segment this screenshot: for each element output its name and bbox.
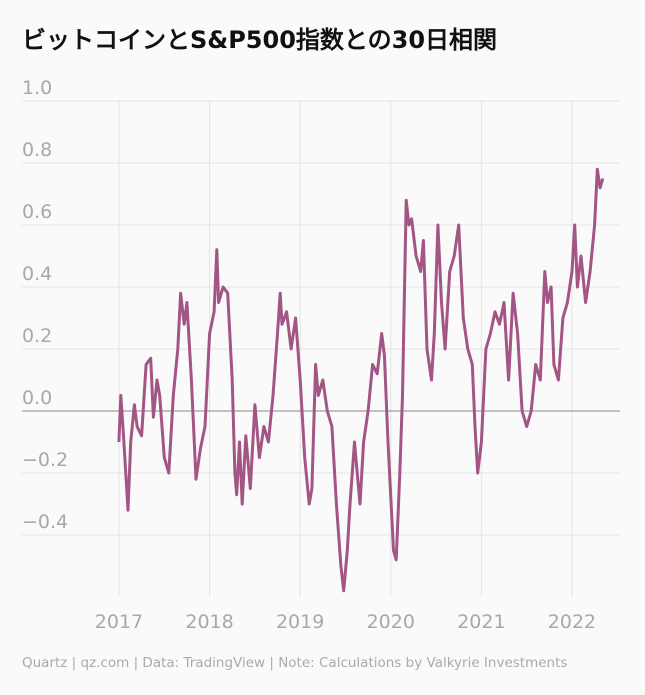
- y-tick-label: 0.8: [22, 139, 52, 161]
- chart-title: ビットコインとS&P500指数との30日相関: [22, 26, 497, 54]
- y-tick-label: 0.2: [22, 325, 52, 347]
- y-tick-label: 0.4: [22, 263, 52, 285]
- data-line: [117, 167, 605, 593]
- x-tick-label: 2022: [548, 611, 596, 633]
- y-tick-label: 0.6: [22, 201, 52, 223]
- source-note: Quartz | qz.com | Data: TradingView | No…: [22, 655, 567, 671]
- y-tick-label: 0.0: [22, 387, 52, 409]
- x-tick-label: 2018: [185, 611, 233, 633]
- y-tick-label: 1.0: [22, 77, 52, 99]
- x-tick-label: 2019: [276, 611, 324, 633]
- y-tick-label: −0.2: [22, 449, 68, 471]
- x-tick-label: 2021: [457, 611, 505, 633]
- x-tick-label: 2020: [367, 611, 415, 633]
- x-tick-label: 2017: [95, 611, 143, 633]
- y-tick-label: −0.4: [22, 511, 68, 533]
